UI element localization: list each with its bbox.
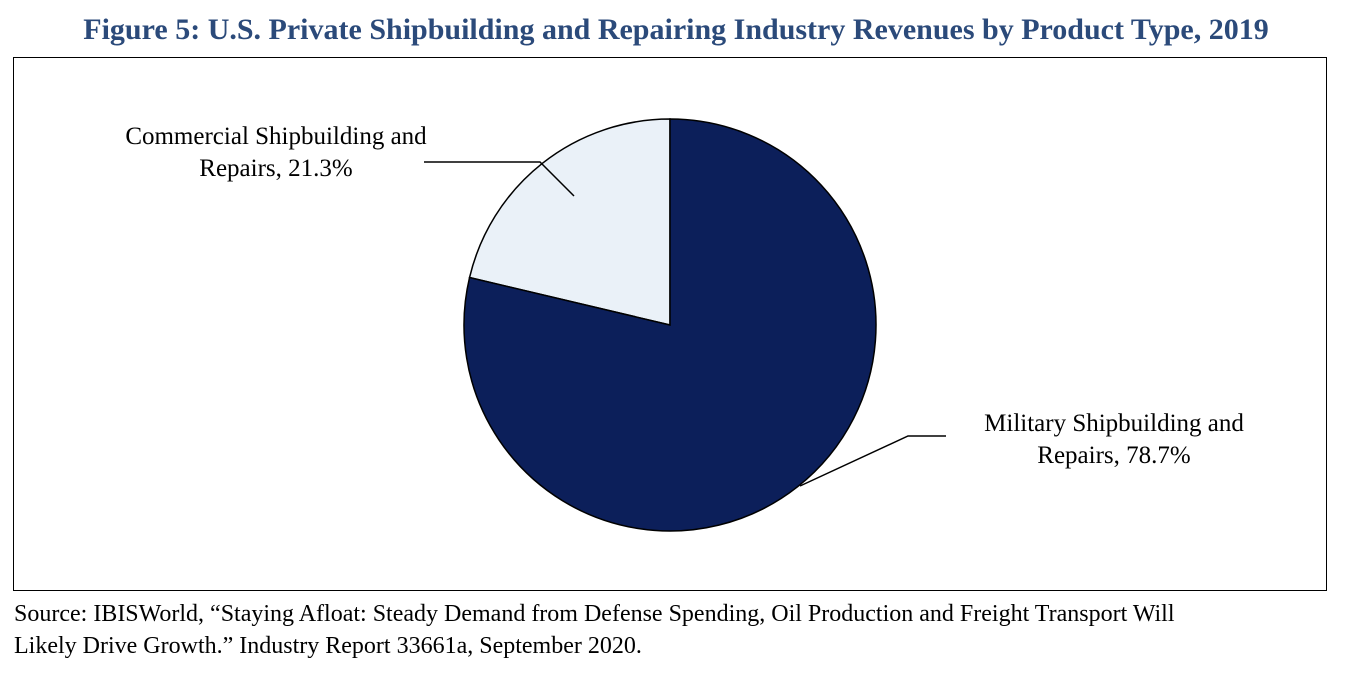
- leader-line-commercial: [424, 161, 575, 197]
- source-line-1: Source: IBISWorld, “Staying Afloat: Stea…: [14, 601, 1175, 627]
- chart-frame: [13, 57, 1327, 591]
- slice-label-military-line2: Repairs, 78.7%: [1037, 442, 1190, 469]
- slice-label-commercial-line2: Repairs, 21.3%: [199, 155, 352, 182]
- pie-slice-military: [463, 118, 877, 532]
- source-line-2: Likely Drive Growth.” Industry Report 33…: [14, 633, 642, 659]
- figure-title: Figure 5: U.S. Private Shipbuilding and …: [83, 13, 1269, 46]
- source-note: Source: IBISWorld, “Staying Afloat: Stea…: [14, 598, 1344, 662]
- slice-label-military-line1: Military Shipbuilding and: [984, 410, 1244, 437]
- slice-label-commercial-line1: Commercial Shipbuilding and: [125, 123, 427, 150]
- leader-line-military: [799, 435, 946, 487]
